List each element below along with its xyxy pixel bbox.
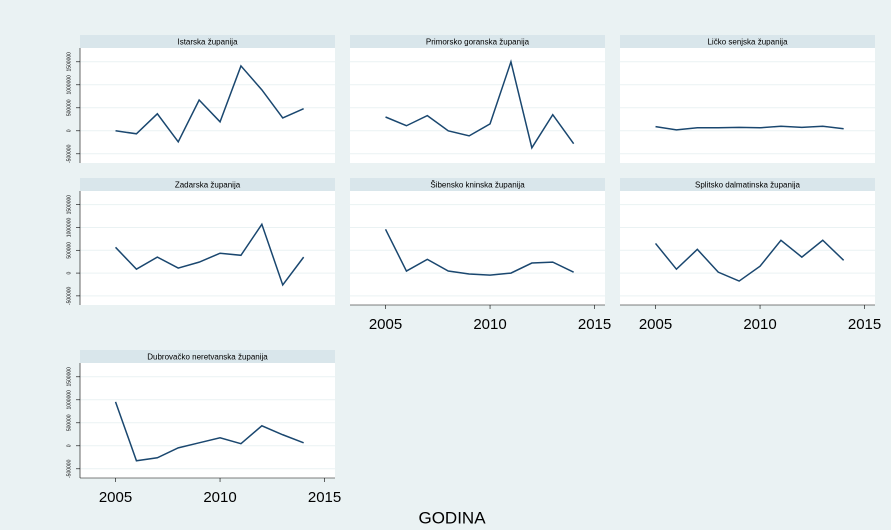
y-tick-label: -500000 <box>66 144 72 163</box>
panel-title: Splitsko dalmatinska županija <box>695 181 800 190</box>
data-line <box>385 59 575 150</box>
y-tick-label: -500000 <box>66 459 72 478</box>
data-line <box>114 401 304 462</box>
plot-area <box>350 48 605 163</box>
panel-strip <box>80 350 335 363</box>
y-tick-label: 1000000 <box>66 75 72 95</box>
y-tick-label: 500000 <box>66 242 72 259</box>
x-axis-label: GODINA <box>418 508 486 527</box>
plot-area <box>620 48 875 163</box>
panel-title: Istarska županija <box>177 38 238 47</box>
x-tick-label: 2005 <box>369 316 402 333</box>
panel-strip <box>350 35 605 48</box>
panel-strip <box>620 178 875 191</box>
y-tick-label: 0 <box>66 129 72 132</box>
y-tick-label: 1000000 <box>66 218 72 238</box>
data-line <box>654 239 845 282</box>
x-tick-label: 2005 <box>99 489 132 506</box>
y-tick-label: 500000 <box>66 414 72 431</box>
plot-area <box>80 48 335 163</box>
y-tick-label: 500000 <box>66 99 72 116</box>
x-tick-label: 2015 <box>848 316 881 333</box>
panel-strip <box>350 178 605 191</box>
x-tick-label: 2010 <box>203 489 236 506</box>
plot-area <box>80 191 335 305</box>
data-line <box>115 64 304 144</box>
panel-strip <box>80 35 335 48</box>
panel-title: Zadarska županija <box>175 181 241 190</box>
data-line <box>114 222 305 287</box>
y-tick-label: 1500000 <box>66 367 72 387</box>
y-tick-label: -500000 <box>66 286 72 305</box>
x-tick-label: 2015 <box>308 489 341 506</box>
y-tick-label: 0 <box>66 444 72 447</box>
plot-area <box>350 191 605 305</box>
panel-title: Ličko senjska županija <box>707 38 788 47</box>
panel-strip <box>80 178 335 191</box>
plot-area <box>620 191 875 305</box>
x-tick-label: 2015 <box>578 316 611 333</box>
panel-strip <box>620 35 875 48</box>
panel-title: Primorsko goranska županija <box>426 38 530 47</box>
data-line <box>655 125 844 131</box>
x-tick-label: 2010 <box>473 316 506 333</box>
panel-title: Dubrovačko neretvanska županija <box>147 353 268 362</box>
x-tick-label: 2005 <box>639 316 672 333</box>
y-tick-label: 0 <box>66 271 72 274</box>
y-tick-label: 1500000 <box>66 195 72 215</box>
x-tick-label: 2010 <box>743 316 776 333</box>
y-tick-label: 1500000 <box>66 52 72 72</box>
data-line <box>384 228 574 276</box>
y-tick-label: 1000000 <box>66 390 72 410</box>
plot-area <box>80 363 335 478</box>
panel-title: Šibensko kninska županija <box>430 181 525 190</box>
